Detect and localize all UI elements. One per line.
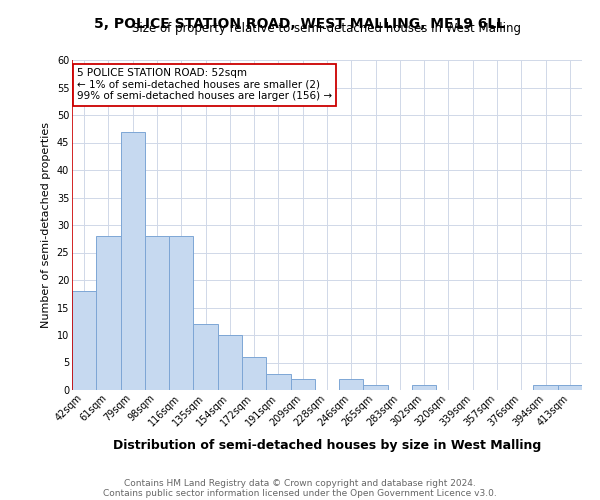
- Bar: [558, 384, 582, 390]
- Bar: [364, 384, 388, 390]
- Bar: [533, 384, 558, 390]
- Y-axis label: Number of semi-detached properties: Number of semi-detached properties: [41, 122, 51, 328]
- Bar: [96, 236, 121, 390]
- Bar: [290, 379, 315, 390]
- Bar: [121, 132, 145, 390]
- Bar: [193, 324, 218, 390]
- Bar: [242, 357, 266, 390]
- Bar: [218, 335, 242, 390]
- Bar: [145, 236, 169, 390]
- Bar: [169, 236, 193, 390]
- Text: 5 POLICE STATION ROAD: 52sqm
← 1% of semi-detached houses are smaller (2)
99% of: 5 POLICE STATION ROAD: 52sqm ← 1% of sem…: [77, 68, 332, 102]
- X-axis label: Distribution of semi-detached houses by size in West Malling: Distribution of semi-detached houses by …: [113, 439, 541, 452]
- Bar: [339, 379, 364, 390]
- Text: Contains public sector information licensed under the Open Government Licence v3: Contains public sector information licen…: [103, 488, 497, 498]
- Bar: [266, 374, 290, 390]
- Bar: [412, 384, 436, 390]
- Text: 5, POLICE STATION ROAD, WEST MALLING, ME19 6LL: 5, POLICE STATION ROAD, WEST MALLING, ME…: [94, 18, 506, 32]
- Title: Size of property relative to semi-detached houses in West Malling: Size of property relative to semi-detach…: [133, 22, 521, 35]
- Text: Contains HM Land Registry data © Crown copyright and database right 2024.: Contains HM Land Registry data © Crown c…: [124, 478, 476, 488]
- Bar: [72, 291, 96, 390]
